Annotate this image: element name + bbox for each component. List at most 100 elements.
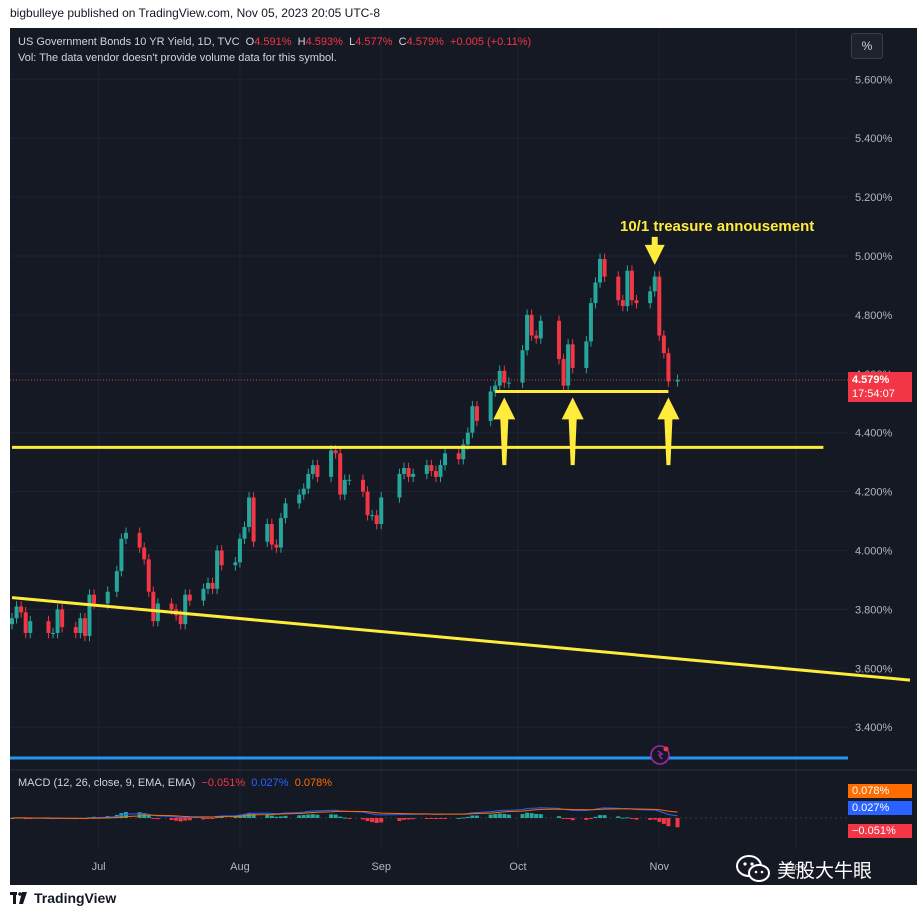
candle-body <box>493 385 498 392</box>
candle-body <box>114 571 119 592</box>
macd-histogram-bar <box>675 818 680 828</box>
candle-body <box>461 444 466 460</box>
treasury-announcement-annotation: 10/1 treasure annousement <box>620 218 814 235</box>
macd-hist-tag: −0.051% <box>848 824 912 838</box>
candle-body <box>206 582 211 589</box>
candle-body <box>251 497 256 542</box>
macd-histogram-bar <box>502 813 507 818</box>
up-arrow-icon <box>657 397 680 466</box>
macd-histogram-bar <box>538 814 543 818</box>
macd-histogram-bar <box>278 816 283 818</box>
candle-body <box>602 258 607 277</box>
candle-body <box>625 270 630 307</box>
candle-body <box>534 335 539 339</box>
candle-body <box>629 270 634 301</box>
macd-histogram-bar <box>520 814 525 818</box>
candle-body <box>497 370 502 386</box>
candle-body <box>46 621 51 633</box>
candle-body <box>402 468 407 474</box>
candle-body <box>557 320 562 360</box>
macd-histogram-bar <box>629 818 634 819</box>
candle-body <box>593 282 598 304</box>
chart-panel[interactable]: 5.600%5.400%5.200%5.000%4.800%4.600%4.40… <box>10 28 917 885</box>
close-value: 4.579% <box>406 36 444 48</box>
candle-body <box>360 479 365 492</box>
y-tick-label: 5.400% <box>855 133 893 145</box>
macd-histogram-bar <box>310 814 315 818</box>
volume-note: Vol: The data vendor doesn't provide vol… <box>18 52 337 64</box>
macd-histogram-bar <box>648 818 653 820</box>
macd-histogram-bar <box>219 816 224 818</box>
macd-histogram-bar <box>402 818 407 820</box>
macd-histogram-bar <box>570 818 575 821</box>
wechat-watermark: 美股大牛眼 <box>735 854 872 884</box>
macd-histogram-bar <box>233 816 238 818</box>
macd-histogram-bar <box>301 815 306 818</box>
candle-body <box>10 618 14 625</box>
x-tick-label: Nov <box>650 861 670 873</box>
macd-histogram-bar <box>461 817 466 819</box>
candle-body <box>429 465 434 471</box>
footer: TradingView <box>10 886 116 910</box>
candle-body <box>616 276 621 301</box>
candle-body <box>666 353 671 382</box>
candle-body <box>105 591 110 604</box>
macd-histogram-bar <box>183 818 188 821</box>
macd-histogram-bar <box>379 818 384 823</box>
macd-histogram-bar <box>347 818 352 819</box>
macd-histogram-bar <box>488 814 493 818</box>
macd-histogram-bar <box>374 818 379 824</box>
macd-line-value: 0.027% <box>251 777 289 789</box>
percent-scale-button[interactable]: % <box>851 33 883 59</box>
macd-histogram-bar <box>169 818 174 821</box>
macd-histogram-bar <box>620 817 625 819</box>
macd-hist-value: −0.051% <box>201 777 246 789</box>
macd-histogram-bar <box>465 816 470 818</box>
price-chart[interactable]: 5.600%5.400%5.200%5.000%4.800%4.600%4.40… <box>10 28 917 885</box>
candle-body <box>23 612 28 633</box>
candle-body <box>370 515 375 517</box>
countdown-timer: 17:54:07 <box>852 388 895 400</box>
wechat-icon <box>736 855 770 882</box>
y-tick-label: 4.000% <box>855 546 893 558</box>
y-tick-label: 4.200% <box>855 487 893 499</box>
macd-histogram-bar <box>338 816 343 818</box>
macd-histogram-bar <box>151 818 156 819</box>
candle-body <box>55 609 60 633</box>
macd-histogram-bar <box>525 812 530 818</box>
macd-histogram-bar <box>584 818 589 820</box>
macd-histogram-bar <box>657 818 662 822</box>
macd-histogram-bar <box>342 817 347 819</box>
candle-body <box>333 450 338 454</box>
candle-body <box>525 314 530 351</box>
open-value: 4.591% <box>254 36 292 48</box>
macd-histogram-bar <box>593 816 598 818</box>
macd-histogram-bar <box>497 813 502 818</box>
candle-body <box>648 291 653 304</box>
candle-body <box>92 594 97 604</box>
candle-body <box>438 465 443 477</box>
candle-body <box>411 473 416 477</box>
candle-body <box>470 406 475 433</box>
macd-histogram-bar <box>397 818 402 821</box>
candle-body <box>488 391 493 421</box>
alert-clock-icon <box>650 745 670 765</box>
macd-histogram-bar <box>215 816 220 818</box>
candle-body <box>566 344 571 386</box>
candle-body <box>406 468 411 477</box>
candle-body <box>502 370 507 383</box>
candle-body <box>301 488 306 495</box>
candle-body <box>297 494 302 504</box>
candle-body <box>283 503 288 519</box>
up-arrow-icon <box>493 397 516 466</box>
macd-histogram-bar <box>652 818 657 820</box>
annotations <box>10 236 911 760</box>
macd-histogram-bar <box>634 818 639 820</box>
macd-histogram-bar <box>616 816 621 818</box>
macd-histogram-bar <box>433 818 438 819</box>
candle-body <box>187 594 192 601</box>
macd-pane <box>10 807 848 828</box>
low-value: 4.577% <box>355 36 393 48</box>
macd-histogram-bar <box>438 818 443 819</box>
candle-body <box>215 550 220 589</box>
